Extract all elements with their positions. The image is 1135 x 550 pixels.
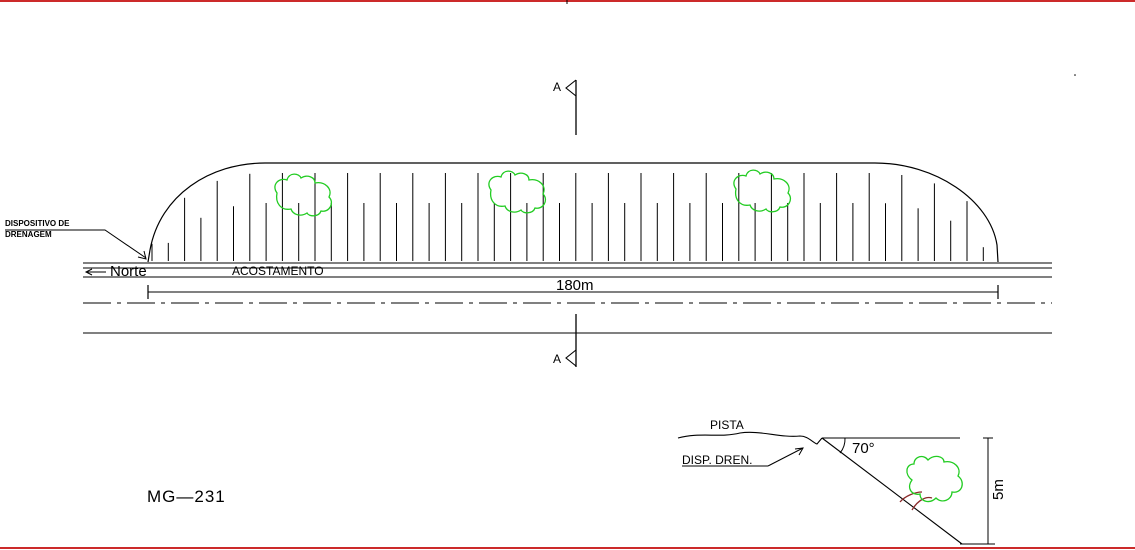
north-arrow: Norte	[84, 263, 147, 280]
cross-section-detail: PISTA DISP. DREN. 70° 5m	[677, 418, 1007, 545]
drain-label: DISP. DREN.	[682, 453, 752, 467]
drainage-label-line2: DRENAGEM	[5, 230, 52, 239]
drain-leader-line	[767, 447, 804, 467]
arrowhead-icon	[137, 250, 147, 260]
tree-icon	[899, 455, 963, 511]
length-dimension: 180m	[147, 277, 999, 299]
slope-outline	[147, 162, 999, 263]
shoulder-label: ACOSTAMENTO	[232, 264, 324, 278]
angle-label: 70°	[852, 440, 875, 457]
stray-dot	[1074, 74, 1076, 76]
drainage-callout: DISPOSITIVO DE DRENAGEM	[5, 219, 147, 260]
angle-arc	[839, 437, 846, 454]
slope-hatching	[151, 173, 984, 261]
road-id-label: MG—231	[147, 487, 226, 506]
road	[83, 262, 1052, 334]
north-label: Norte	[110, 263, 147, 280]
tree-icon	[733, 169, 792, 213]
section-marker-bottom: A	[553, 314, 577, 367]
drainage-leader-line	[5, 229, 147, 259]
section-label-bottom: A	[553, 352, 561, 366]
pista-surface	[677, 431, 823, 445]
arrowhead-icon	[794, 447, 804, 456]
slope-line	[821, 437, 963, 545]
tree-icon	[488, 170, 547, 214]
pista-label: PISTA	[710, 418, 744, 432]
height-label: 5m	[990, 479, 1007, 500]
drainage-label-line1: DISPOSITIVO DE	[5, 219, 70, 228]
length-dimension-label: 180m	[556, 277, 594, 294]
section-marker-top: A	[553, 79, 577, 135]
section-label-top: A	[553, 80, 561, 94]
tree-icon	[274, 173, 333, 217]
